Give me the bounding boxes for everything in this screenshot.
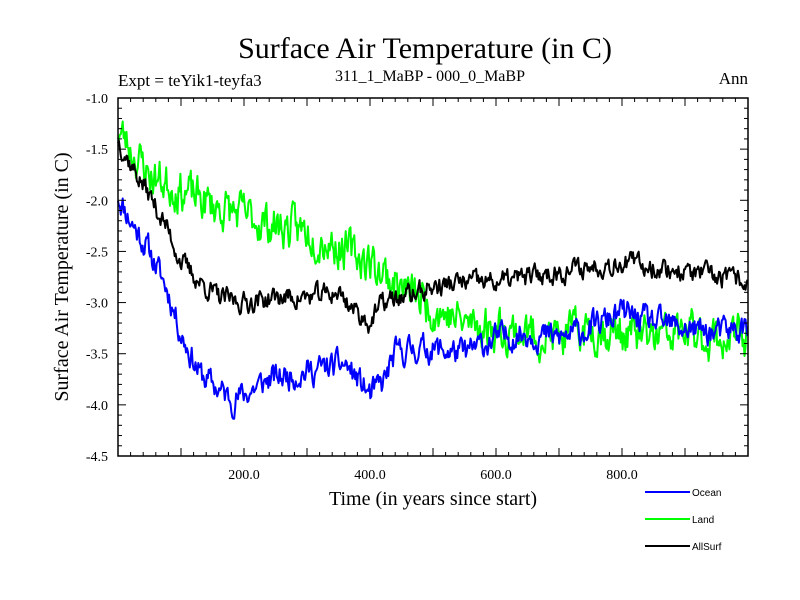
x-axis-label: Time (in years since start) xyxy=(329,488,537,510)
y-axis: -1.0 -1.5 -2.0 -2.5 -3.0 -3.5 -4.0 -4.5 xyxy=(86,92,748,465)
x-tick-label: 400.0 xyxy=(354,468,386,483)
chart-title: Surface Air Temperature (in C) xyxy=(238,32,612,65)
y-tick-label: -2.5 xyxy=(86,245,108,260)
y-tick-label: -1.5 xyxy=(86,143,108,158)
y-tick-label: -4.5 xyxy=(86,450,108,465)
plot-frame xyxy=(117,97,749,457)
y-tick-label: -3.0 xyxy=(86,297,108,312)
x-tick-label: 600.0 xyxy=(480,468,512,483)
legend-label-land: Land xyxy=(692,515,714,526)
x-tick-label: 800.0 xyxy=(606,468,638,483)
plot-series xyxy=(117,120,749,420)
y-tick-label: -2.0 xyxy=(86,194,108,209)
series-line-allsurf xyxy=(117,139,749,334)
season-label: Ann xyxy=(719,69,749,88)
legend-label-allsurf: AllSurf xyxy=(692,542,722,553)
legend: Ocean Land AllSurf xyxy=(645,488,722,553)
y-tick-label: -4.0 xyxy=(86,399,108,414)
legend-label-ocean: Ocean xyxy=(692,488,721,499)
y-tick-label: -3.5 xyxy=(86,348,108,363)
y-tick-label: -1.0 xyxy=(86,92,108,107)
series-line-ocean xyxy=(117,197,749,420)
period-label: 311_1_MaBP - 000_0_MaBP xyxy=(335,68,525,85)
series-line-land xyxy=(117,120,749,364)
y-axis-label: Surface Air Temperature (in C) xyxy=(51,152,73,401)
x-tick-label: 200.0 xyxy=(228,468,260,483)
experiment-label: Expt = teYik1-teyfa3 xyxy=(118,71,262,90)
x-axis: 200.0 400.0 600.0 800.0 xyxy=(130,98,736,483)
